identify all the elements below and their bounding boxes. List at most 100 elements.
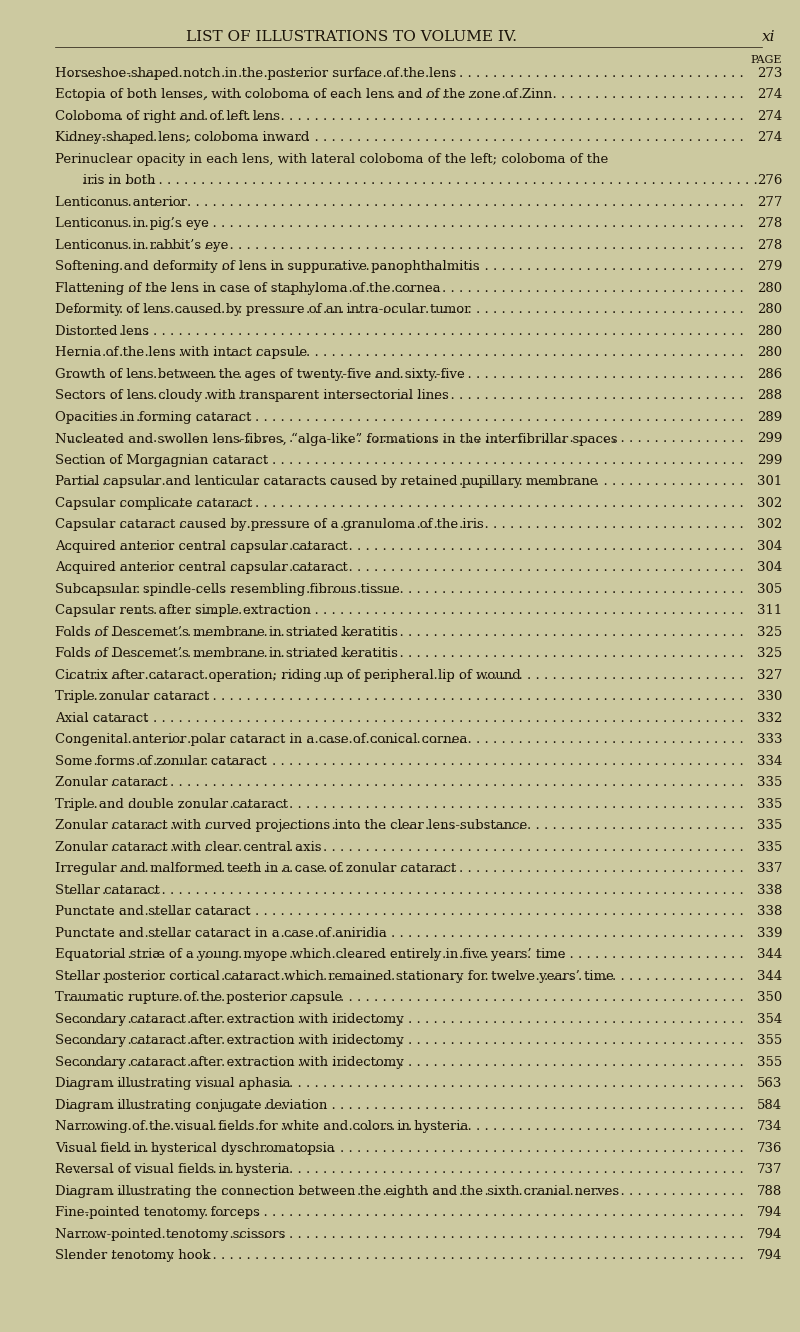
Text: Secondary cataract after extraction with iridectomy: Secondary cataract after extraction with… xyxy=(55,1035,404,1047)
Text: Perinuclear opacity in each lens, with lateral coloboma of the left; coloboma of: Perinuclear opacity in each lens, with l… xyxy=(55,153,608,165)
Text: . . . . . . . . . . . . . . . . . . . . . . . . . . . . . . . . . . . . . . . . : . . . . . . . . . . . . . . . . . . . . … xyxy=(69,1185,749,1197)
Text: . . . . . . . . . . . . . . . . . . . . . . . . . . . . . . . . . . . . . . . . : . . . . . . . . . . . . . . . . . . . . … xyxy=(69,1099,749,1112)
Text: 280: 280 xyxy=(757,346,782,360)
Text: 280: 280 xyxy=(757,304,782,316)
Text: . . . . . . . . . . . . . . . . . . . . . . . . . . . . . . . . . . . . . . . . : . . . . . . . . . . . . . . . . . . . . … xyxy=(69,626,749,639)
Text: 274: 274 xyxy=(757,109,782,123)
Text: . . . . . . . . . . . . . . . . . . . . . . . . . . . . . . . . . . . . . . . . : . . . . . . . . . . . . . . . . . . . . … xyxy=(69,605,749,617)
Text: 338: 338 xyxy=(757,906,782,918)
Text: . . . . . . . . . . . . . . . . . . . . . . . . . . . . . . . . . . . . . . . . : . . . . . . . . . . . . . . . . . . . . … xyxy=(69,1207,749,1219)
Text: . . . . . . . . . . . . . . . . . . . . . . . . . . . . . . . . . . . . . . . . : . . . . . . . . . . . . . . . . . . . . … xyxy=(69,862,749,875)
Text: Opacities in forming cataract: Opacities in forming cataract xyxy=(55,410,251,424)
Text: . . . . . . . . . . . . . . . . . . . . . . . . . . . . . . . . . . . . . . . . : . . . . . . . . . . . . . . . . . . . . … xyxy=(69,433,749,445)
Text: 299: 299 xyxy=(757,433,782,445)
Text: Stellar posterior cortical cataract which remained stationary for twelve years’ : Stellar posterior cortical cataract whic… xyxy=(55,970,614,983)
Text: . . . . . . . . . . . . . . . . . . . . . . . . . . . . . . . . . . . . . . . . : . . . . . . . . . . . . . . . . . . . . … xyxy=(69,109,749,123)
Text: Triple and double zonular cataract: Triple and double zonular cataract xyxy=(55,798,288,811)
Text: 333: 333 xyxy=(757,734,782,746)
Text: . . . . . . . . . . . . . . . . . . . . . . . . . . . . . . . . . . . . . . . . : . . . . . . . . . . . . . . . . . . . . … xyxy=(69,906,749,918)
Text: Horseshoe-shaped notch in the posterior surface of the lens: Horseshoe-shaped notch in the posterior … xyxy=(55,67,456,80)
Text: 344: 344 xyxy=(757,970,782,983)
Text: 277: 277 xyxy=(757,196,782,209)
Text: . . . . . . . . . . . . . . . . . . . . . . . . . . . . . . . . . . . . . . . . : . . . . . . . . . . . . . . . . . . . . … xyxy=(69,647,749,661)
Text: . . . . . . . . . . . . . . . . . . . . . . . . . . . . . . . . . . . . . . . . : . . . . . . . . . . . . . . . . . . . . … xyxy=(69,304,749,316)
Text: Fine-pointed tenotomy forceps: Fine-pointed tenotomy forceps xyxy=(55,1207,260,1219)
Text: Capsular rents after simple extraction: Capsular rents after simple extraction xyxy=(55,605,311,617)
Text: Partial capsular and lenticular cataracts caused by retained pupillary membrane: Partial capsular and lenticular cataract… xyxy=(55,476,598,489)
Text: 289: 289 xyxy=(757,410,782,424)
Text: . . . . . . . . . . . . . . . . . . . . . . . . . . . . . . . . . . . . . . . . : . . . . . . . . . . . . . . . . . . . . … xyxy=(69,1120,749,1134)
Text: 273: 273 xyxy=(757,67,782,80)
Text: . . . . . . . . . . . . . . . . . . . . . . . . . . . . . . . . . . . . . . . . : . . . . . . . . . . . . . . . . . . . . … xyxy=(69,970,749,983)
Text: . . . . . . . . . . . . . . . . . . . . . . . . . . . . . . . . . . . . . . . . : . . . . . . . . . . . . . . . . . . . . … xyxy=(69,755,749,767)
Text: 355: 355 xyxy=(757,1056,782,1068)
Text: 335: 335 xyxy=(757,798,782,811)
Text: . . . . . . . . . . . . . . . . . . . . . . . . . . . . . . . . . . . . . . . . : . . . . . . . . . . . . . . . . . . . . … xyxy=(69,1056,749,1068)
Text: Lenticonus in pig’s eye: Lenticonus in pig’s eye xyxy=(55,217,209,230)
Text: . . . . . . . . . . . . . . . . . . . . . . . . . . . . . . . . . . . . . . . . : . . . . . . . . . . . . . . . . . . . . … xyxy=(69,1035,749,1047)
Text: . . . . . . . . . . . . . . . . . . . . . . . . . . . . . . . . . . . . . . . . : . . . . . . . . . . . . . . . . . . . . … xyxy=(69,948,749,962)
Text: 278: 278 xyxy=(757,238,782,252)
Text: Coloboma of right and of left lens: Coloboma of right and of left lens xyxy=(55,109,280,123)
Text: . . . . . . . . . . . . . . . . . . . . . . . . . . . . . . . . . . . . . . . . : . . . . . . . . . . . . . . . . . . . . … xyxy=(69,690,749,703)
Text: Sectors of lens cloudy with transparent intersectorial lines: Sectors of lens cloudy with transparent … xyxy=(55,389,449,402)
Text: iris in both: iris in both xyxy=(83,174,155,188)
Text: . . . . . . . . . . . . . . . . . . . . . . . . . . . . . . . . . . . . . . . . : . . . . . . . . . . . . . . . . . . . . … xyxy=(69,217,749,230)
Text: 354: 354 xyxy=(757,1012,782,1026)
Text: 332: 332 xyxy=(757,711,782,725)
Text: . . . . . . . . . . . . . . . . . . . . . . . . . . . . . . . . . . . . . . . . : . . . . . . . . . . . . . . . . . . . . … xyxy=(69,1249,749,1263)
Text: 274: 274 xyxy=(757,132,782,144)
Text: Diagram illustrating the connection between the eighth and the sixth cranial ner: Diagram illustrating the connection betw… xyxy=(55,1185,619,1197)
Text: 794: 794 xyxy=(757,1228,782,1241)
Text: Axial cataract: Axial cataract xyxy=(55,711,148,725)
Text: 335: 335 xyxy=(757,819,782,832)
Text: Equatorial striæ of a young myope which cleared entirely in five years’ time: Equatorial striæ of a young myope which … xyxy=(55,948,566,962)
Text: Secondary cataract after extraction with iridectomy: Secondary cataract after extraction with… xyxy=(55,1056,404,1068)
Text: 305: 305 xyxy=(757,583,782,595)
Text: Diagram illustrating conjugate deviation: Diagram illustrating conjugate deviation xyxy=(55,1099,327,1112)
Text: 734: 734 xyxy=(757,1120,782,1134)
Text: . . . . . . . . . . . . . . . . . . . . . . . . . . . . . . . . . . . . . . . . : . . . . . . . . . . . . . . . . . . . . … xyxy=(69,1142,749,1155)
Text: Kidney-shaped lens; coloboma inward: Kidney-shaped lens; coloboma inward xyxy=(55,132,310,144)
Text: . . . . . . . . . . . . . . . . . . . . . . . . . . . . . . . . . . . . . . . . : . . . . . . . . . . . . . . . . . . . . … xyxy=(69,476,749,489)
Text: Section of Morgagnian cataract: Section of Morgagnian cataract xyxy=(55,454,268,466)
Text: Deformity of lens caused by pressure of an intra-ocular tumor: Deformity of lens caused by pressure of … xyxy=(55,304,470,316)
Text: Ectopia of both lenses, with coloboma of each lens and of the zone of Zinn: Ectopia of both lenses, with coloboma of… xyxy=(55,88,552,101)
Text: 325: 325 xyxy=(757,626,782,639)
Text: Some forms of zonular cataract: Some forms of zonular cataract xyxy=(55,755,266,767)
Text: . . . . . . . . . . . . . . . . . . . . . . . . . . . . . . . . . . . . . . . . : . . . . . . . . . . . . . . . . . . . . … xyxy=(69,798,749,811)
Text: Punctate and stellar cataract: Punctate and stellar cataract xyxy=(55,906,250,918)
Text: 327: 327 xyxy=(757,669,782,682)
Text: . . . . . . . . . . . . . . . . . . . . . . . . . . . . . . . . . . . . . . . . : . . . . . . . . . . . . . . . . . . . . … xyxy=(69,777,749,790)
Text: Congenital anterior polar cataract in a case of conical cornea: Congenital anterior polar cataract in a … xyxy=(55,734,467,746)
Text: 301: 301 xyxy=(757,476,782,489)
Text: 276: 276 xyxy=(757,174,782,188)
Text: 794: 794 xyxy=(757,1207,782,1219)
Text: 311: 311 xyxy=(757,605,782,617)
Text: . . . . . . . . . . . . . . . . . . . . . . . . . . . . . . . . . . . . . . . . : . . . . . . . . . . . . . . . . . . . . … xyxy=(69,410,749,424)
Text: . . . . . . . . . . . . . . . . . . . . . . . . . . . . . . . . . . . . . . . . : . . . . . . . . . . . . . . . . . . . . … xyxy=(69,884,749,896)
Text: 278: 278 xyxy=(757,217,782,230)
Text: PAGE: PAGE xyxy=(750,55,782,65)
Text: Narrow-pointed tenotomy scissors: Narrow-pointed tenotomy scissors xyxy=(55,1228,286,1241)
Text: 299: 299 xyxy=(757,454,782,466)
Text: . . . . . . . . . . . . . . . . . . . . . . . . . . . . . . . . . . . . . . . . : . . . . . . . . . . . . . . . . . . . . … xyxy=(69,88,749,101)
Text: 302: 302 xyxy=(757,518,782,531)
Text: 338: 338 xyxy=(757,884,782,896)
Text: 335: 335 xyxy=(757,840,782,854)
Text: 563: 563 xyxy=(757,1078,782,1091)
Text: . . . . . . . . . . . . . . . . . . . . . . . . . . . . . . . . . . . . . . . . : . . . . . . . . . . . . . . . . . . . . … xyxy=(69,840,749,854)
Text: . . . . . . . . . . . . . . . . . . . . . . . . . . . . . . . . . . . . . . . . : . . . . . . . . . . . . . . . . . . . . … xyxy=(69,669,749,682)
Text: . . . . . . . . . . . . . . . . . . . . . . . . . . . . . . . . . . . . . . . . : . . . . . . . . . . . . . . . . . . . . … xyxy=(69,583,749,595)
Text: Reversal of visual fields in hysteria: Reversal of visual fields in hysteria xyxy=(55,1163,290,1176)
Text: . . . . . . . . . . . . . . . . . . . . . . . . . . . . . . . . . . . . . . . . : . . . . . . . . . . . . . . . . . . . . … xyxy=(69,325,749,338)
Text: . . . . . . . . . . . . . . . . . . . . . . . . . . . . . . . . . . . . . . . . : . . . . . . . . . . . . . . . . . . . . … xyxy=(69,282,749,294)
Text: Folds of Descemet’s membrane in striated keratitis: Folds of Descemet’s membrane in striated… xyxy=(55,647,398,661)
Text: . . . . . . . . . . . . . . . . . . . . . . . . . . . . . . . . . . . . . . . . : . . . . . . . . . . . . . . . . . . . . … xyxy=(69,1163,749,1176)
Text: . . . . . . . . . . . . . . . . . . . . . . . . . . . . . . . . . . . . . . . . : . . . . . . . . . . . . . . . . . . . . … xyxy=(69,711,749,725)
Text: . . . . . . . . . . . . . . . . . . . . . . . . . . . . . . . . . . . . . . . . : . . . . . . . . . . . . . . . . . . . . … xyxy=(69,819,749,832)
Text: Zonular cataract with curved projections into the clear lens-substance: Zonular cataract with curved projections… xyxy=(55,819,527,832)
Text: Triple zonular cataract: Triple zonular cataract xyxy=(55,690,210,703)
Text: . . . . . . . . . . . . . . . . . . . . . . . . . . . . . . . . . . . . . . . . : . . . . . . . . . . . . . . . . . . . . … xyxy=(69,518,749,531)
Text: 304: 304 xyxy=(757,539,782,553)
